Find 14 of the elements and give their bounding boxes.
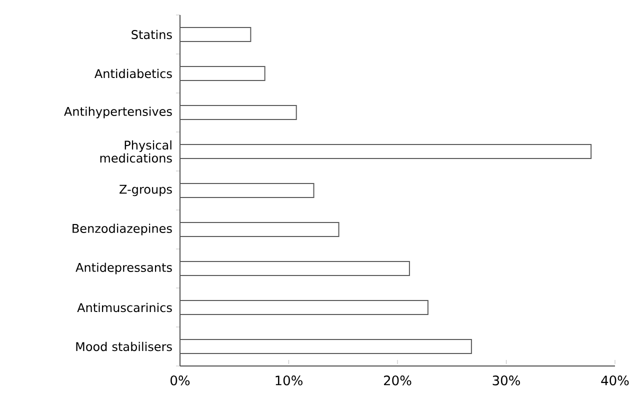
x-tick-label: 0%	[170, 376, 190, 386]
y-tick-label: Benzodiazepines	[72, 224, 172, 236]
y-tick-label: Physical medications	[100, 140, 172, 163]
y-tick-label: Antihypertensives	[64, 106, 172, 118]
x-tick-label: 40%	[601, 376, 629, 386]
y-tick-label: Antidepressants	[76, 262, 172, 274]
y-tick-label: Antimuscarinics	[77, 302, 172, 312]
x-tick-label: 20%	[384, 376, 412, 386]
y-tick-label: Mood stabilisers	[76, 342, 172, 352]
y-tick-label: Z-groups	[120, 184, 172, 196]
x-tick-label: 10%	[276, 376, 302, 386]
y-tick-label: Antidiabetics	[94, 68, 172, 78]
x-tick-label: 30%	[492, 376, 520, 386]
y-tick-label: Statins	[132, 30, 172, 40]
